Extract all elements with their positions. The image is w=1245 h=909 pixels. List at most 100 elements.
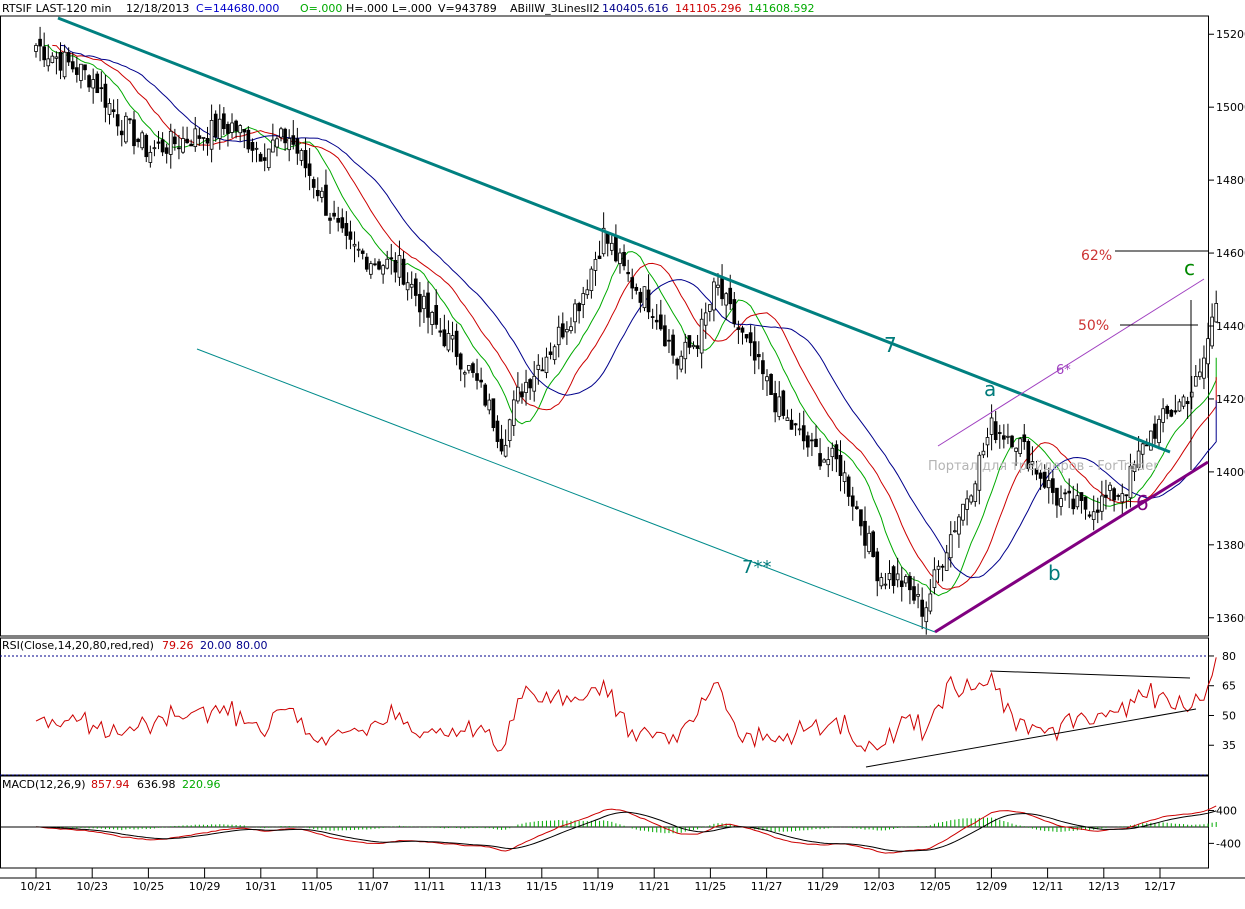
candle-body (842, 472, 847, 482)
date-tick-label: 11/15 (526, 880, 558, 893)
date-tick-label: 11/21 (638, 880, 670, 893)
candle-body (46, 58, 51, 67)
candle-body (201, 136, 206, 139)
annotation-b: b (1048, 561, 1061, 585)
date-tick-label: 11/11 (414, 880, 446, 893)
price-axis: 15200 15000 14800 14600 14400 14200 14000 13800… (1208, 28, 1245, 625)
candle-body (83, 64, 87, 71)
open-label: O=.000 (300, 2, 342, 15)
candle-body (1026, 440, 1031, 469)
date-label: 12/18/2013 (126, 2, 189, 15)
trendline-6-star (937, 278, 1205, 447)
date-tick-label: 10/29 (189, 880, 221, 893)
price-tick-label: 14800 (1216, 174, 1245, 187)
candle-body (446, 333, 451, 351)
price-tick-label: 15200 (1216, 28, 1245, 41)
candle-body (520, 391, 524, 398)
candle-body (62, 51, 67, 78)
candle-body (328, 217, 332, 221)
candle-body (238, 125, 243, 134)
candle-body (736, 327, 741, 330)
trendline-7 (57, 16, 1171, 454)
candle-body (250, 141, 255, 151)
candle-body (426, 292, 430, 318)
candle-body (364, 256, 369, 270)
candle-body (467, 365, 471, 371)
candle-body (732, 299, 737, 325)
candle-body (716, 284, 720, 288)
candle-body (944, 552, 949, 571)
candle-body (54, 56, 59, 59)
macd-tick-label: -400 (1216, 837, 1241, 850)
candle-body (589, 268, 594, 292)
candlesticks (34, 26, 1219, 635)
candle-body (912, 586, 916, 601)
candle-body (156, 141, 161, 144)
candle-body (614, 236, 618, 262)
candle-body (262, 157, 267, 161)
date-tick-label: 11/29 (807, 880, 839, 893)
candle-body (516, 386, 520, 402)
candle-body (164, 147, 169, 154)
candle-body (369, 263, 373, 275)
candle-body (1095, 509, 1100, 513)
candle-body (830, 447, 835, 458)
candle-body (663, 325, 667, 347)
price-tick-label: 13600 (1216, 612, 1245, 625)
candle-body (658, 314, 663, 330)
candle-body (1169, 409, 1174, 417)
candle-body (585, 289, 590, 296)
candle-body (177, 147, 181, 150)
candle-body (479, 379, 483, 383)
candle-body (360, 250, 365, 254)
candle-body (79, 63, 83, 81)
candle-body (442, 329, 447, 347)
candle-body (806, 435, 810, 448)
candle-body (785, 417, 790, 421)
candle-body (70, 61, 75, 70)
candle-body (899, 580, 904, 588)
candle-body (99, 87, 104, 90)
candle-body (650, 316, 655, 318)
candle-body (601, 227, 606, 255)
candle-body (1075, 495, 1080, 508)
candle-body (569, 326, 573, 332)
candle-body (254, 147, 259, 150)
candle-body (1022, 434, 1027, 443)
candle-body (307, 163, 312, 176)
candle-body (642, 286, 647, 309)
candle-body (197, 135, 202, 139)
candle-body (173, 136, 177, 145)
trendline-7-star (196, 348, 936, 633)
candle-body (1002, 435, 1006, 440)
candle-body (593, 259, 598, 271)
macd-label: MACD(12,26,9) (2, 778, 86, 791)
candle-body (1185, 401, 1190, 405)
candle-body (957, 516, 961, 535)
candle-body (499, 438, 504, 452)
rsi-series (35, 657, 1217, 753)
candle-body (536, 364, 541, 370)
candle-body (1198, 371, 1202, 378)
ma3-value: 141608.592 (748, 2, 814, 15)
candle-body (703, 312, 708, 326)
rsi-trendline-lower (865, 708, 1197, 768)
annotation-c: c (1184, 256, 1195, 280)
date-tick-label: 11/25 (695, 880, 727, 893)
candle-body (724, 293, 728, 306)
candle-body (744, 334, 749, 339)
trendline-6 (934, 460, 1209, 634)
candle-body (430, 311, 434, 325)
candle-body (1104, 494, 1108, 498)
candle-body (887, 572, 892, 581)
candle-body (920, 599, 924, 617)
candle-body (765, 376, 769, 382)
candle-body (916, 594, 920, 597)
candle-body (695, 345, 700, 349)
candle-body (507, 419, 512, 441)
candle-body (1042, 471, 1047, 488)
candle-body (103, 83, 108, 108)
candle-body (740, 327, 745, 333)
candle-body (1189, 391, 1194, 398)
